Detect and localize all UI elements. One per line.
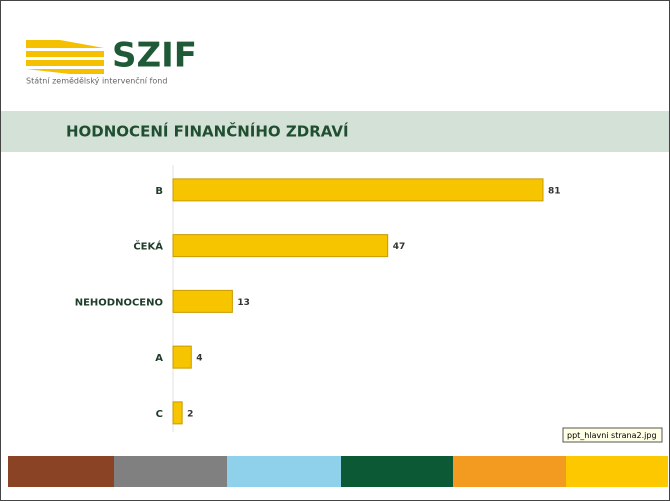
value-label: 47 bbox=[393, 242, 406, 252]
bar bbox=[172, 401, 183, 425]
bar bbox=[172, 289, 233, 313]
logo-subtitle: Státní zemědělský intervenční fond bbox=[26, 76, 167, 86]
value-label: 4 bbox=[196, 354, 202, 364]
category-label: C bbox=[156, 409, 163, 420]
logo-text: SZIF bbox=[112, 36, 197, 76]
value-label: 81 bbox=[548, 186, 561, 196]
tooltip-text: ppt_hlavni strana2.jpg bbox=[567, 431, 657, 440]
category-label: NEHODNOCENO bbox=[75, 297, 163, 308]
bar bbox=[172, 345, 192, 369]
category-label: A bbox=[155, 353, 163, 364]
bar bbox=[172, 178, 544, 202]
value-label: 2 bbox=[187, 409, 193, 419]
logo-stripes bbox=[26, 40, 104, 74]
bar bbox=[172, 234, 389, 258]
value-label: 13 bbox=[237, 298, 250, 308]
tooltip-box bbox=[562, 427, 663, 443]
category-label: ČEKÁ bbox=[133, 240, 163, 253]
category-label: B bbox=[155, 186, 163, 197]
chart-title: HODNOCENÍ FINANČNÍHO ZDRAVÍ bbox=[66, 122, 349, 141]
title-band bbox=[1, 111, 669, 152]
bottom-strip bbox=[8, 456, 668, 487]
